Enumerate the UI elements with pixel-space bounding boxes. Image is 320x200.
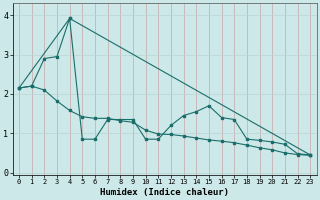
X-axis label: Humidex (Indice chaleur): Humidex (Indice chaleur) — [100, 188, 229, 197]
